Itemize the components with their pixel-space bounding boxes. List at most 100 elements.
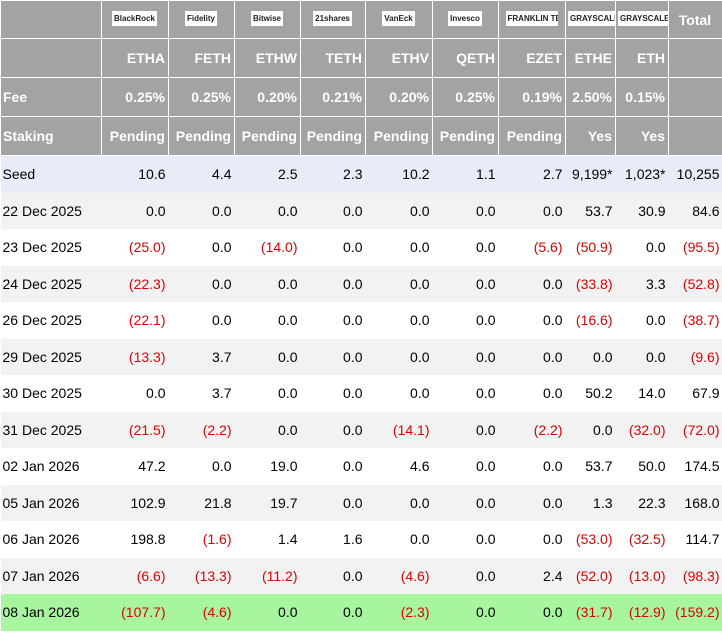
flow-value: 0.0 — [234, 338, 301, 375]
flow-value: 0.0 — [146, 385, 166, 402]
flow-value: 0.0 — [101, 192, 169, 229]
ticker: QETH — [432, 38, 499, 78]
flow-value: 10.6 — [101, 155, 169, 193]
flow-value: 47.2 — [138, 458, 166, 475]
staking-row: Staking Pending Pending Pending Pending Pendi… — [0, 116, 722, 156]
flow-value: (2.2) — [168, 411, 235, 448]
flow-value: (32.0) — [615, 411, 669, 448]
flow-value: 114.7 — [685, 531, 720, 548]
data-row: 08 Jan 2026 (107.7) (4.6) 0.0 0.0 (2.3) 0.0 0.0… — [0, 594, 722, 631]
flow-value: 0.0 — [432, 557, 499, 594]
flow-value: 0.0 — [565, 411, 616, 448]
flow-value: 50.2 — [585, 385, 613, 402]
fee-row: Fee 0.25% 0.25% 0.20% 0.21% 0.20% 0.25% 0.19% 2.… — [0, 77, 722, 117]
data-row: 23 Dec 2025 (25.0) 0.0 (14.0) 0.0 0.0 0.0 (5.6)… — [1, 229, 722, 266]
logo-row: BlackRock Fidelity Bitwise 21shares VanEck In… — [0, 0, 722, 39]
ticker-row: ETHA FETH ETHW TETH ETHV QETH EZET ETHE ETH — [0, 38, 722, 78]
flow-value: (53.0) — [575, 531, 613, 548]
flow-value: (16.6) — [575, 312, 613, 329]
logo-cell: FRANKLIN TEMPLETON — [498, 0, 566, 39]
flow-value: 53.7 — [585, 458, 613, 475]
flow-value: 10,255 — [668, 155, 722, 193]
logo-cell: 21shares — [300, 0, 366, 39]
flow-value: 0.0 — [646, 239, 666, 256]
flow-value: 1.4 — [278, 531, 298, 548]
flow-value: 10.2 — [365, 155, 433, 193]
issuer-logo: 21shares — [313, 10, 352, 26]
flow-value: 0.0 — [476, 458, 496, 475]
ticker: ETHV — [365, 38, 433, 78]
issuer-logo: BlackRock — [112, 10, 157, 26]
flow-value: 3.3 — [615, 265, 669, 302]
flow-value: (31.7) — [565, 594, 616, 631]
issuer-logo: Invesco — [448, 10, 482, 26]
fee-value: 0.20% — [234, 77, 301, 117]
flow-value: 0.0 — [212, 458, 232, 475]
flow-value: 0.0 — [343, 312, 363, 329]
flow-value: (95.5) — [682, 239, 720, 256]
staking-value: Yes — [565, 116, 616, 156]
ticker: ETHA — [101, 38, 169, 78]
logo-cell: BlackRock — [101, 0, 169, 39]
flow-value: (2.3) — [365, 594, 433, 631]
row-label: Seed — [0, 155, 102, 193]
staking-value: Pending — [234, 116, 301, 156]
flow-value: 30.9 — [615, 192, 669, 229]
flow-value: 0.0 — [615, 338, 669, 375]
flow-value: 14.0 — [638, 385, 666, 402]
corner-cell — [0, 0, 102, 39]
flow-value: 0.0 — [543, 312, 563, 329]
flow-value: 0.0 — [365, 338, 433, 375]
logo-cell: VanEck — [365, 0, 433, 39]
flow-value: 0.0 — [300, 484, 366, 521]
flow-value: 0.0 — [476, 312, 496, 329]
ticker: EZET — [498, 38, 566, 78]
flow-value: 4.6 — [410, 458, 430, 475]
fee-value: 0.25% — [168, 77, 235, 117]
flow-value: 0.0 — [476, 385, 496, 402]
blank-cell — [668, 77, 722, 117]
fee-value: 0.19% — [498, 77, 566, 117]
ticker: FETH — [168, 38, 235, 78]
flow-value: 2.4 — [498, 557, 566, 594]
flow-value: 0.0 — [168, 192, 235, 229]
flow-value: (72.0) — [668, 411, 722, 448]
flow-value: (159.2) — [668, 594, 722, 631]
flow-value: 0.0 — [300, 338, 366, 375]
staking-value: Pending — [432, 116, 499, 156]
flow-value: (9.6) — [668, 338, 722, 375]
ticker: ETHE — [565, 38, 616, 78]
flow-value: 1.3 — [565, 484, 616, 521]
row-label: 07 Jan 2026 — [0, 557, 102, 594]
ticker: ETH — [615, 38, 669, 78]
flow-value: 0.0 — [365, 192, 433, 229]
flow-value: 0.0 — [234, 411, 301, 448]
flow-value: (22.1) — [128, 312, 166, 329]
flow-value: 0.0 — [234, 265, 301, 302]
flow-value: 198.8 — [130, 531, 166, 548]
row-label: 23 Dec 2025 — [2, 239, 82, 256]
flow-value: 0.0 — [365, 265, 433, 302]
flow-value: 174.5 — [684, 458, 720, 475]
row-label: 06 Jan 2026 — [2, 531, 80, 548]
staking-value: Pending — [300, 116, 366, 156]
flow-value: (22.3) — [101, 265, 169, 302]
row-label: 26 Dec 2025 — [2, 312, 82, 329]
flow-value: (52.8) — [668, 265, 722, 302]
flow-value: 0.0 — [300, 411, 366, 448]
fee-value: 0.25% — [101, 77, 169, 117]
staking-value: Pending — [168, 116, 235, 156]
flow-value: 2.3 — [300, 155, 366, 193]
data-row: 29 Dec 2025 (13.3) 3.7 0.0 0.0 0.0 0.0 0.0 0.0 0.… — [0, 338, 722, 375]
logo-cell: GRAYSCALE — [565, 0, 616, 39]
blank-cell — [0, 38, 102, 78]
flow-value: (4.6) — [365, 557, 433, 594]
issuer-logo: GRAYSCALE — [618, 10, 668, 26]
data-row: 26 Dec 2025 (22.1) 0.0 0.0 0.0 0.0 0.0 0.0 (16.6… — [1, 302, 722, 339]
row-label: Staking — [0, 116, 102, 156]
flow-value: 0.0 — [498, 192, 566, 229]
row-label: 29 Dec 2025 — [0, 338, 102, 375]
flow-value: 0.0 — [565, 338, 616, 375]
flow-value: 3.7 — [212, 385, 232, 402]
flow-value: 0.0 — [432, 265, 499, 302]
